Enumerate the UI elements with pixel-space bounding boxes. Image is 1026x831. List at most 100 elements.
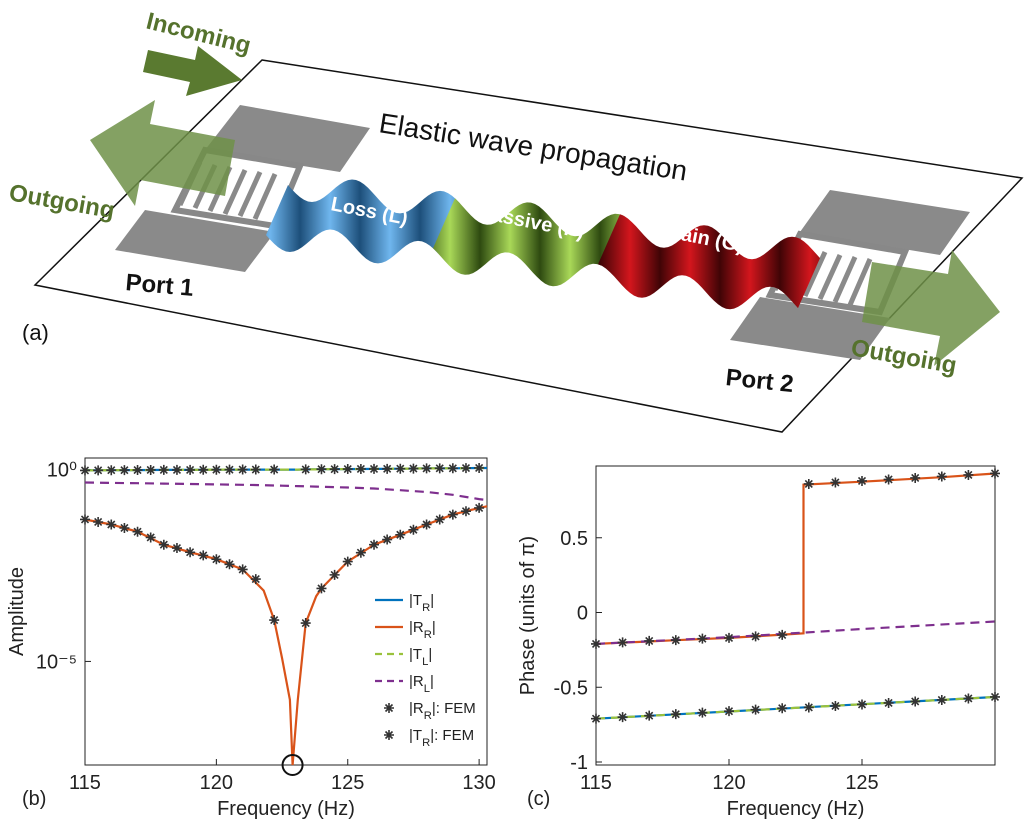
fem-marker (93, 517, 103, 527)
fem-marker (618, 637, 628, 647)
fem-marker (119, 465, 129, 475)
fem-marker (644, 711, 654, 721)
fem-marker (990, 468, 1000, 478)
fem-marker (251, 465, 261, 475)
fem-marker (910, 473, 920, 483)
fem-marker (172, 465, 182, 475)
x-axis-label: Frequency (Hz) (727, 798, 865, 820)
fem-marker (448, 510, 458, 520)
fem-marker (884, 474, 894, 484)
fem-marker (119, 523, 129, 533)
fem-marker (461, 463, 471, 473)
fem-marker (990, 692, 1000, 702)
fem-marker (343, 557, 353, 567)
legend-marker (384, 703, 394, 713)
fem-marker (910, 696, 920, 706)
fem-marker (198, 550, 208, 560)
fem-marker (724, 706, 734, 716)
fem-marker (591, 714, 601, 724)
x-axis-label: Frequency (Hz) (217, 798, 355, 820)
panel-label: (a) (22, 320, 49, 345)
fem-marker (618, 712, 628, 722)
fem-marker (857, 476, 867, 486)
fem-marker (159, 465, 169, 475)
fem-marker (93, 465, 103, 475)
fem-marker (106, 465, 116, 475)
fem-marker (963, 693, 973, 703)
fem-marker (80, 465, 90, 475)
fem-marker (316, 464, 326, 474)
fem-marker (644, 636, 654, 646)
fem-marker (937, 695, 947, 705)
fem-marker (408, 464, 418, 474)
fem-marker (937, 471, 947, 481)
fem-marker (474, 503, 484, 513)
fem-marker (225, 465, 235, 475)
fem-marker (185, 465, 195, 475)
y-axis-label: Amplitude (6, 567, 28, 656)
fem-marker (146, 532, 156, 542)
panel-label: (b) (22, 788, 46, 810)
fem-marker (172, 543, 182, 553)
fem-marker (369, 464, 379, 474)
fem-marker (804, 702, 814, 712)
y-tick-label: -0.5 (554, 677, 588, 699)
x-tick-label: 115 (580, 772, 612, 794)
fem-marker (356, 464, 366, 474)
x-tick-label: 125 (845, 772, 878, 794)
fem-marker (225, 559, 235, 569)
fem-marker (356, 548, 366, 558)
figure: Incoming Outgoing Outgoing Elastic wave … (0, 0, 1026, 831)
fem-marker (159, 540, 169, 550)
fem-marker (269, 465, 279, 475)
y-tick-label: 0.5 (560, 528, 588, 550)
fem-marker (448, 463, 458, 473)
fem-marker (133, 465, 143, 475)
fem-marker (751, 705, 761, 715)
fem-marker (382, 535, 392, 545)
fem-marker (198, 465, 208, 475)
fem-marker (185, 547, 195, 557)
fem-marker (330, 570, 340, 580)
y-tick-label: 10⁻⁵ (36, 651, 77, 673)
fem-marker (211, 554, 221, 564)
fem-marker (146, 465, 156, 475)
outgoing-label: Outgoing (7, 179, 117, 224)
fem-marker (301, 464, 311, 474)
fem-marker (884, 698, 894, 708)
y-tick-label: -1 (570, 752, 588, 774)
fem-marker (238, 465, 248, 475)
fem-marker (435, 463, 445, 473)
panel-label: (c) (527, 788, 550, 810)
plot-area (596, 466, 995, 765)
fem-marker (857, 699, 867, 709)
fem-marker (777, 630, 787, 640)
fem-marker (343, 464, 353, 474)
y-tick-label: 0 (577, 603, 588, 625)
fem-marker (408, 525, 418, 535)
fem-marker (369, 540, 379, 550)
fem-marker (251, 574, 261, 584)
fem-marker (80, 514, 90, 524)
y-tick-label: 10⁰ (47, 460, 77, 482)
fem-marker (238, 564, 248, 574)
x-tick-label: 120 (200, 772, 233, 794)
y-axis-label: Phase (units of π) (517, 536, 539, 695)
x-tick-label: 125 (331, 772, 364, 794)
fem-marker (422, 463, 432, 473)
fem-marker (395, 464, 405, 474)
fem-marker (106, 519, 116, 529)
fem-marker (697, 708, 707, 718)
fem-marker (133, 527, 143, 537)
fem-marker (591, 639, 601, 649)
fem-marker (316, 583, 326, 593)
fem-marker (751, 631, 761, 641)
fem-marker (830, 477, 840, 487)
fem-marker (830, 701, 840, 711)
fem-marker (671, 709, 681, 719)
fem-marker (382, 464, 392, 474)
x-tick-label: 115 (69, 772, 101, 794)
fem-marker (671, 635, 681, 645)
fem-marker (330, 464, 340, 474)
fem-marker (395, 530, 405, 540)
